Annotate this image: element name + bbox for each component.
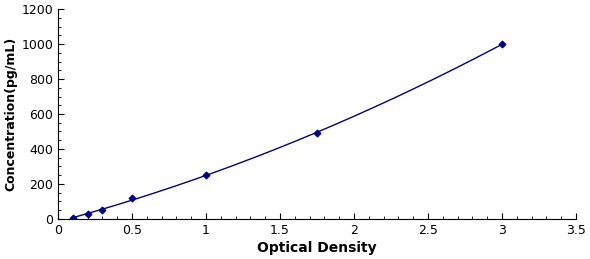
Y-axis label: Concentration(pg/mL): Concentration(pg/mL) [4,37,17,191]
X-axis label: Optical Density: Optical Density [257,241,377,255]
